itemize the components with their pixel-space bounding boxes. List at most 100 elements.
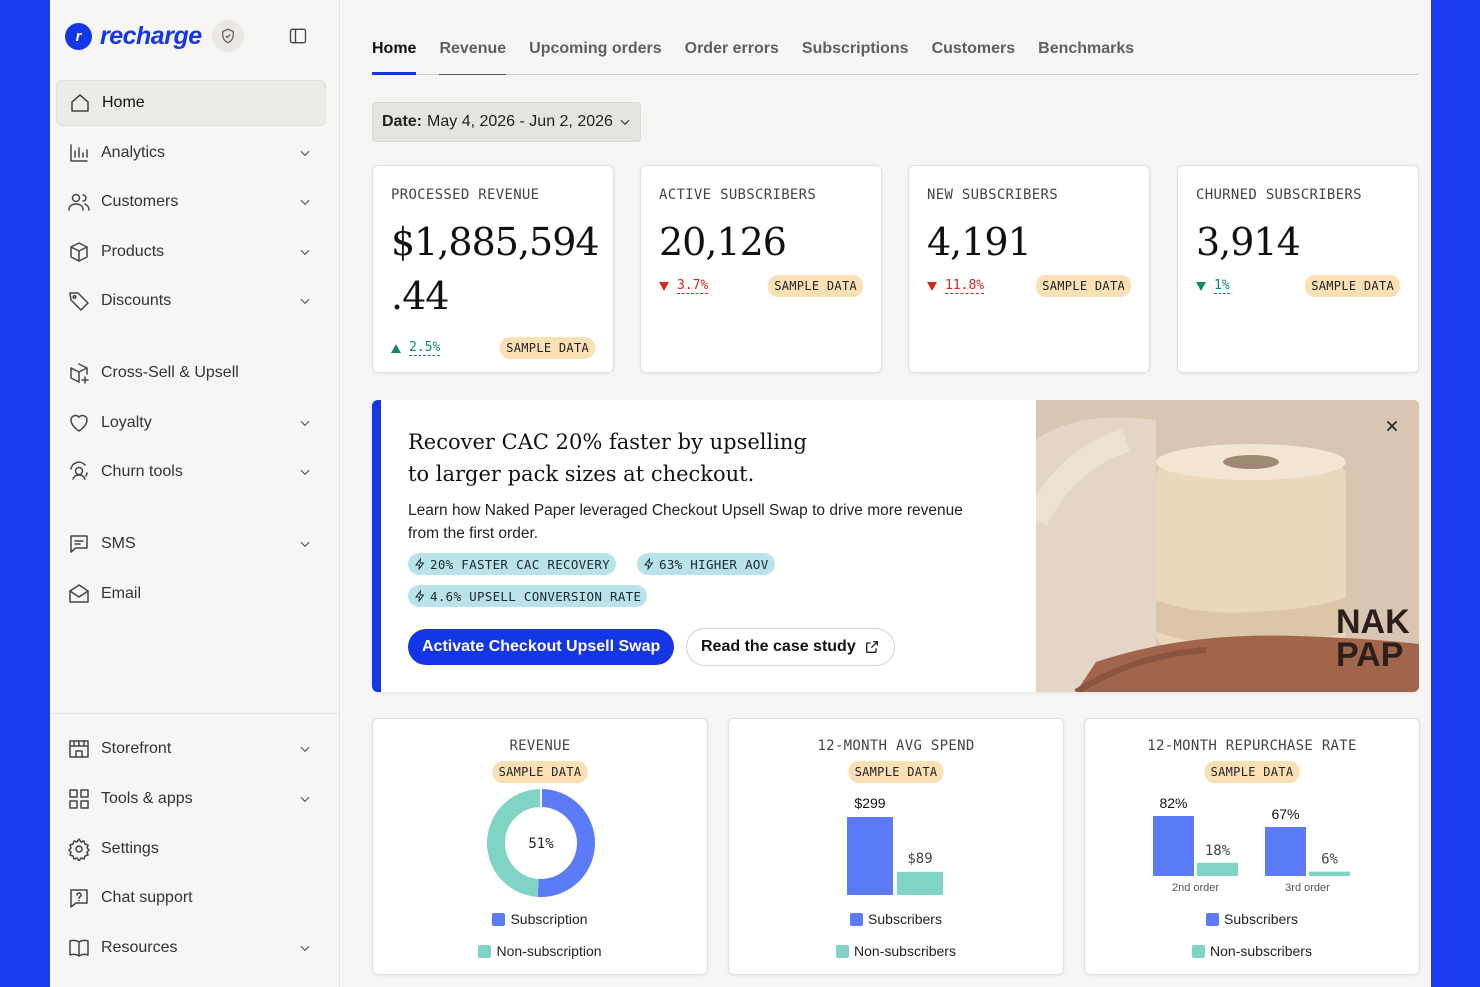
kpi-title: NEW SUBSCRIBERS [927, 187, 1058, 203]
tab-benchmarks[interactable]: Benchmarks [1038, 40, 1135, 57]
activate-checkout-upsell-button[interactable]: Activate Checkout Upsell Swap [408, 629, 675, 665]
sidebar-item-label: Home [102, 94, 145, 111]
sidebar-item-label: Email [101, 585, 142, 602]
repurchase-bar-chart: 82% 18% 2nd order 67% 6% 3rd order [1153, 795, 1350, 894]
sidebar-item-home[interactable]: Home [56, 80, 326, 126]
bar-value-label: 67% [1271, 806, 1299, 822]
sidebar-item-customers[interactable]: Customers [56, 179, 326, 225]
sidebar-collapse-icon[interactable] [288, 26, 308, 46]
app-window: r recharge Home Analytics Customers Product… [50, 0, 1431, 987]
heart-icon [66, 410, 92, 436]
chat-question-icon [66, 885, 92, 911]
sidebar-item-label: Chat support [101, 889, 193, 906]
revenue-chart-card: REVENUE SAMPLE DATA 51% Subscription Non… [372, 718, 708, 975]
sidebar-item-products[interactable]: Products [56, 229, 326, 275]
sidebar: r recharge Home Analytics Customers Product… [50, 0, 340, 987]
bar-value-label: $299 [854, 795, 885, 811]
box-icon [66, 239, 92, 265]
sample-data-badge: SAMPLE DATA [500, 337, 595, 359]
sidebar-item-sms[interactable]: SMS [56, 521, 326, 567]
lightning-icon [415, 558, 425, 570]
sidebar-item-email[interactable]: Email [56, 571, 326, 617]
sidebar-item-settings[interactable]: Settings [56, 826, 326, 872]
sidebar-item-churn-tools[interactable]: Churn tools [56, 449, 326, 495]
legend-swatch [478, 945, 492, 958]
promo-accent-bar [372, 400, 381, 692]
promo-body: Learn how Naked Paper leveraged Checkout… [408, 502, 963, 542]
chevron-down-icon[interactable] [298, 416, 312, 430]
bar-subscribers [1153, 816, 1194, 876]
bar-non-subscribers [1197, 862, 1238, 876]
sidebar-item-loyalty[interactable]: Loyalty [56, 400, 326, 446]
chevron-down-icon[interactable] [298, 537, 312, 551]
home-icon [67, 90, 93, 116]
tab-subscriptions[interactable]: Subscriptions [801, 40, 909, 57]
chevron-down-icon[interactable] [298, 742, 312, 756]
churn-icon [66, 459, 92, 485]
chevron-down-icon [620, 119, 630, 126]
box-plus-icon [66, 360, 92, 386]
tag-icon [66, 288, 92, 314]
kpi-card-new-subscribers[interactable]: NEW SUBSCRIBERS 4,191 11.8% SAMPLE DATA [908, 165, 1150, 373]
sidebar-item-analytics[interactable]: Analytics [56, 130, 326, 176]
read-case-study-button[interactable]: Read the case study [686, 628, 895, 666]
legend-item: Subscribers [729, 911, 1063, 927]
kpi-card-processed-revenue[interactable]: PROCESSED REVENUE $1,885,594.44 2.5% SAM… [372, 165, 614, 373]
chevron-down-icon[interactable] [298, 245, 312, 259]
sidebar-item-label: Resources [101, 939, 178, 956]
bar-value-label: 6% [1321, 852, 1338, 868]
avg-spend-chart-card: 12-MONTH AVG SPEND SAMPLE DATA $299 $89 S… [728, 718, 1064, 975]
promo-image: NAK PAP [1036, 400, 1419, 692]
date-value: May 4, 2026 - Jun 2, 2026 [427, 113, 613, 130]
revenue-donut-chart: 51% [487, 789, 595, 897]
shield-icon[interactable] [211, 20, 244, 52]
chart-title: 12-MONTH AVG SPEND [817, 738, 975, 754]
arrow-down-icon [927, 281, 937, 291]
brand[interactable]: r recharge [65, 20, 244, 52]
legend-swatch [492, 913, 506, 926]
sidebar-item-cross-sell-upsell[interactable]: Cross-Sell & Upsell [56, 350, 326, 396]
chevron-down-icon[interactable] [298, 294, 312, 308]
message-icon [66, 531, 92, 557]
sidebar-item-tools-apps[interactable]: Tools & apps [56, 776, 326, 822]
sidebar-item-label: Tools & apps [101, 790, 193, 807]
legend-item: Subscribers [1085, 911, 1419, 927]
bar-value-label: 82% [1159, 795, 1187, 811]
tab-customers[interactable]: Customers [931, 40, 1016, 57]
tab-order-errors[interactable]: Order errors [684, 40, 779, 57]
kpi-card-churned-subscribers[interactable]: CHURNED SUBSCRIBERS 3,914 1% SAMPLE DATA [1177, 165, 1419, 373]
lightning-icon [415, 590, 425, 602]
chevron-down-icon[interactable] [298, 146, 312, 160]
sidebar-item-label: Cross-Sell & Upsell [101, 364, 239, 381]
legend-item: Non-subscribers [1085, 943, 1419, 959]
main-content: Home Revenue Upcoming orders Order error… [340, 0, 1431, 987]
sample-data-badge: SAMPLE DATA [1036, 275, 1131, 297]
repurchase-chart-card: 12-MONTH REPURCHASE RATE SAMPLE DATA 82%… [1084, 718, 1420, 975]
tab-home[interactable]: Home [372, 36, 417, 75]
gear-icon [66, 836, 92, 862]
kpi-title: CHURNED SUBSCRIBERS [1196, 187, 1362, 203]
brand-name: recharge [100, 21, 202, 50]
legend-item: Non-subscribers [729, 943, 1063, 959]
tab-revenue[interactable]: Revenue [439, 36, 506, 75]
sidebar-item-storefront[interactable]: Storefront [56, 726, 326, 772]
legend-swatch [836, 945, 850, 958]
chevron-down-icon[interactable] [298, 465, 312, 479]
chevron-down-icon[interactable] [298, 941, 312, 955]
chevron-down-icon[interactable] [298, 195, 312, 209]
sidebar-item-chat-support[interactable]: Chat support [56, 875, 326, 921]
tab-upcoming-orders[interactable]: Upcoming orders [529, 40, 662, 57]
close-icon[interactable] [1383, 417, 1401, 435]
donut-center-label: 51% [528, 836, 554, 852]
legend-item: Non-subscription [373, 943, 707, 959]
kpi-value: 20,126 [659, 220, 787, 264]
book-icon [66, 935, 92, 961]
category-label: 2nd order [1172, 882, 1219, 894]
chevron-down-icon[interactable] [298, 792, 312, 806]
bar-subscribers [847, 817, 893, 895]
sidebar-item-resources[interactable]: Resources [56, 925, 326, 971]
sample-data-badge: SAMPLE DATA [1204, 761, 1300, 783]
date-range-button[interactable]: Date: May 4, 2026 - Jun 2, 2026 [372, 102, 641, 142]
sidebar-item-discounts[interactable]: Discounts [56, 278, 326, 324]
kpi-card-active-subscribers[interactable]: ACTIVE SUBSCRIBERS 20,126 3.7% SAMPLE DA… [640, 165, 882, 373]
